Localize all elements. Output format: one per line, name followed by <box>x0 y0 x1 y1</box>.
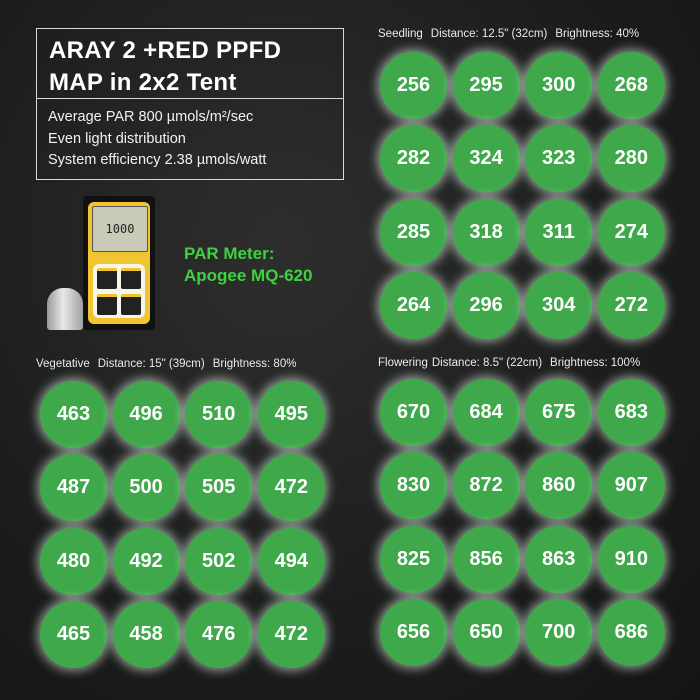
par-meter-image: 1000 <box>83 196 155 330</box>
spec-list: Average PAR 800 µmols/m²/sec Even light … <box>37 99 343 172</box>
par-meter-label-line-2: Apogee MQ-620 <box>184 266 313 285</box>
page-title: ARAY 2 +RED PPFD MAP in 2x2 Tent <box>37 29 343 99</box>
ppfd-reading-circle: 860 <box>525 452 593 520</box>
ppfd-reading-circle: 274 <box>597 198 665 266</box>
seedling-label: Seedling Distance: 12.5" (32cm) Brightness… <box>378 28 647 40</box>
ppfd-reading-circle: 494 <box>257 527 325 595</box>
par-meter-label: PAR Meter: Apogee MQ-620 <box>184 243 312 287</box>
ppfd-reading-circle: 472 <box>257 600 325 668</box>
distance: Distance: 15" (39cm) <box>97 358 205 370</box>
ppfd-reading-circle: 463 <box>40 381 107 448</box>
distance: Distance: 8.5" (22cm) <box>431 357 543 369</box>
title-line-1: ARAY 2 +RED PPFD <box>49 37 282 64</box>
ppfd-reading-circle: 282 <box>380 125 447 193</box>
distance: Distance: 12.5" (32cm) <box>430 28 548 40</box>
ppfd-reading-circle: 830 <box>380 452 447 520</box>
ppfd-reading-circle: 686 <box>597 598 665 666</box>
ppfd-reading-circle: 296 <box>452 271 520 339</box>
ppfd-reading-circle: 280 <box>597 125 665 193</box>
ppfd-reading-circle: 268 <box>597 52 665 119</box>
ppfd-reading-circle: 480 <box>40 527 107 595</box>
ppfd-reading-circle: 510 <box>185 381 253 448</box>
stage-name: Flowering <box>378 357 428 369</box>
ppfd-reading-circle: 264 <box>380 271 447 339</box>
ppfd-reading-circle: 492 <box>112 527 180 595</box>
ppfd-reading-circle: 863 <box>525 525 593 593</box>
ppfd-reading-circle: 684 <box>452 379 520 446</box>
ppfd-reading-circle: 472 <box>257 454 325 522</box>
ppfd-reading-circle: 670 <box>380 379 447 446</box>
ppfd-reading-circle: 311 <box>525 198 593 266</box>
spec-efficiency: System efficiency 2.38 µmols/watt <box>48 152 267 168</box>
ppfd-reading-circle: 272 <box>597 271 665 339</box>
ppfd-reading-circle: 300 <box>525 52 593 119</box>
ppfd-reading-circle: 675 <box>525 379 593 446</box>
ppfd-reading-circle: 465 <box>40 600 107 668</box>
ppfd-reading-circle: 856 <box>452 525 520 593</box>
meter-display: 1000 <box>92 206 148 252</box>
vegetative-label: Vegetative Distance: 15" (39cm) Brightness… <box>36 358 304 370</box>
ppfd-reading-circle: 502 <box>185 527 253 595</box>
ppfd-reading-circle: 324 <box>452 125 520 193</box>
stage-name: Vegetative <box>36 358 90 370</box>
ppfd-reading-circle: 825 <box>380 525 447 593</box>
ppfd-reading-circle: 907 <box>597 452 665 520</box>
brightness: Brightness: 100% <box>550 357 641 369</box>
ppfd-reading-circle: 656 <box>380 598 447 666</box>
quantum-sensor-image <box>47 288 83 330</box>
brightness: Brightness: 80% <box>212 358 297 370</box>
ppfd-reading-circle: 872 <box>452 452 520 520</box>
ppfd-reading-circle: 318 <box>452 198 520 266</box>
ppfd-reading-circle: 295 <box>452 52 520 119</box>
ppfd-reading-circle: 650 <box>452 598 520 666</box>
ppfd-reading-circle: 500 <box>112 454 180 522</box>
ppfd-reading-circle: 487 <box>40 454 107 522</box>
ppfd-reading-circle: 256 <box>380 52 447 119</box>
stage-name: Seedling <box>378 28 423 40</box>
spec-average-par: Average PAR 800 µmols/m²/sec <box>48 109 254 125</box>
flowering-label: Flowering Distance: 8.5" (22cm) Brightness… <box>378 357 648 369</box>
ppfd-reading-circle: 323 <box>525 125 593 193</box>
title-box: ARAY 2 +RED PPFD MAP in 2x2 Tent Average… <box>36 28 344 180</box>
ppfd-reading-circle: 285 <box>380 198 447 266</box>
title-line-2: MAP in 2x2 Tent <box>49 69 237 96</box>
ppfd-reading-circle: 304 <box>525 271 593 339</box>
ppfd-reading-circle: 458 <box>112 600 180 668</box>
ppfd-reading-circle: 476 <box>185 600 253 668</box>
ppfd-reading-circle: 683 <box>597 379 665 446</box>
ppfd-reading-circle: 700 <box>525 598 593 666</box>
spec-distribution: Even light distribution <box>48 130 186 147</box>
par-meter-label-line-1: PAR Meter: <box>184 244 275 263</box>
brightness: Brightness: 40% <box>555 28 640 40</box>
ppfd-reading-circle: 505 <box>185 454 253 522</box>
ppfd-reading-circle: 495 <box>257 381 325 448</box>
ppfd-reading-circle: 496 <box>112 381 180 448</box>
ppfd-reading-circle: 910 <box>597 525 665 593</box>
